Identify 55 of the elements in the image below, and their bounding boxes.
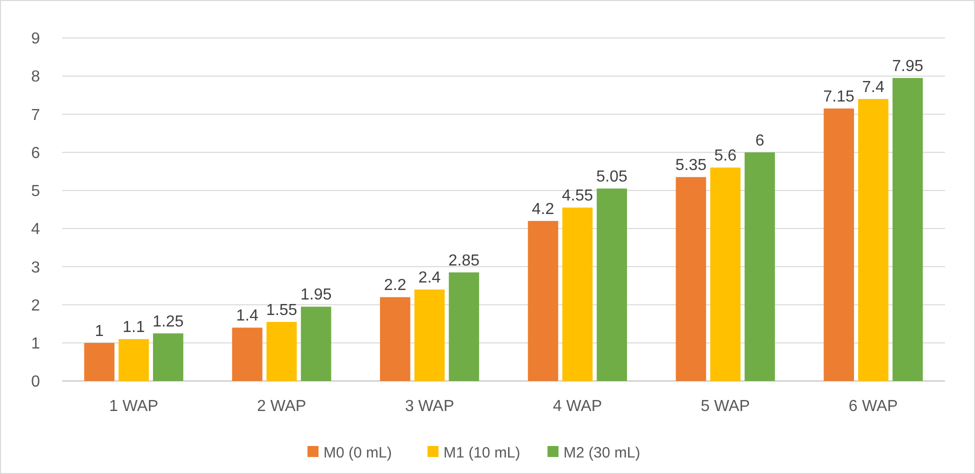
- y-tick-label: 5: [31, 183, 40, 200]
- data-label: 6: [755, 132, 764, 150]
- y-tick-label: 9: [31, 30, 40, 48]
- data-label: 7.4: [862, 78, 884, 96]
- bar: [892, 78, 923, 381]
- legend-label: M2 (30 mL): [564, 444, 640, 462]
- bar: [300, 306, 332, 381]
- data-label: 2.4: [418, 270, 441, 287]
- bar: [266, 322, 297, 381]
- data-label: 1.25: [152, 313, 184, 330]
- data-label: 1.4: [236, 308, 258, 325]
- y-tick-label: 0: [31, 374, 40, 391]
- bar: [118, 339, 149, 381]
- data-label: 1: [94, 322, 104, 340]
- data-label: 4.2: [532, 200, 554, 218]
- x-tick-label: 5 WAP: [700, 398, 750, 415]
- y-tick-label: 7: [31, 106, 40, 124]
- y-tick-label: 4: [31, 221, 40, 238]
- bar: [232, 328, 262, 381]
- bar: [858, 98, 888, 381]
- data-label: 2.2: [384, 277, 406, 294]
- data-label: 2.85: [448, 252, 480, 270]
- y-tick-label: 6: [31, 144, 40, 162]
- data-label: 1.95: [300, 286, 332, 304]
- x-tick-label: 4 WAP: [552, 398, 602, 415]
- bar: [562, 208, 593, 381]
- data-label: 1.55: [266, 302, 298, 319]
- y-tick-label: 1: [31, 335, 40, 352]
- y-tick-label: 2: [31, 297, 40, 314]
- legend-label: M1 (10 mL): [444, 444, 520, 462]
- data-label: 5.6: [714, 148, 737, 165]
- bar: [676, 177, 706, 381]
- data-label: 7.95: [892, 58, 924, 76]
- bar: [380, 297, 410, 381]
- legend-label: M0 (0 mL): [324, 444, 392, 462]
- bar: [528, 220, 558, 381]
- data-label: 5.35: [675, 157, 707, 174]
- bar: [596, 188, 627, 381]
- y-tick-label: 3: [31, 259, 40, 276]
- x-tick-label: 3 WAP: [404, 398, 454, 415]
- bar: [710, 168, 740, 381]
- x-tick-label: 1 WAP: [109, 398, 158, 415]
- bar: [414, 290, 445, 381]
- bar: [744, 152, 775, 381]
- bar: [448, 272, 480, 381]
- y-tick-label: 8: [31, 68, 40, 86]
- bar: [84, 342, 114, 381]
- x-tick-label: 2 WAP: [257, 398, 306, 415]
- data-label: 5.05: [596, 168, 628, 186]
- data-label: 4.55: [562, 188, 594, 205]
- x-tick-label: 6 WAP: [848, 398, 898, 415]
- data-label: 7.15: [823, 88, 855, 106]
- bar: [153, 333, 184, 381]
- bar: [824, 108, 854, 381]
- data-label: 1.1: [122, 319, 145, 336]
